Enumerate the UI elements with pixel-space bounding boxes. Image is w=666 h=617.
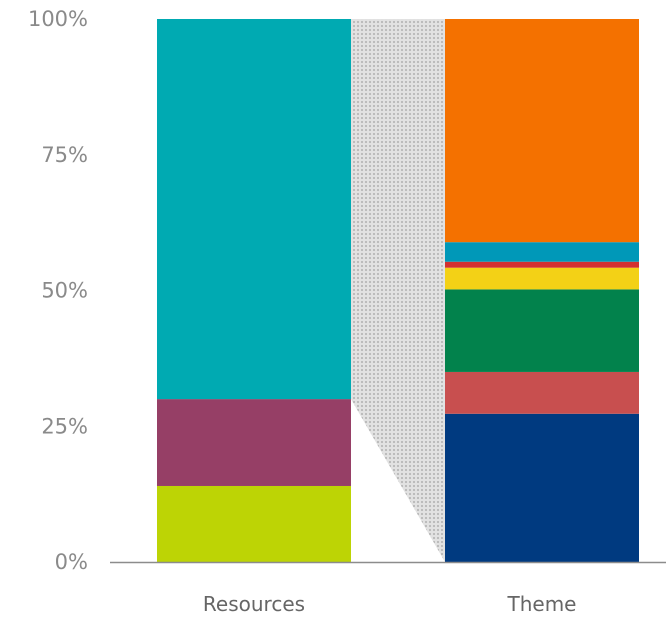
bar-segment-theme-7 (445, 19, 639, 243)
category-label-theme: Theme (507, 592, 577, 616)
y-tick-label: 75% (41, 143, 88, 167)
bar-segment-theme-4 (445, 267, 639, 290)
bar-segment-resources-2 (157, 399, 351, 486)
bar-segment-theme-3 (445, 289, 639, 372)
y-tick-label: 25% (41, 414, 88, 438)
connector-band-shape (351, 19, 445, 562)
bar-segment-resources-3 (157, 19, 351, 400)
bar-segment-theme-6 (445, 242, 639, 262)
bar-segment-theme-1 (445, 413, 639, 562)
bar-stacks (157, 19, 639, 562)
y-tick-label: 0% (55, 550, 88, 574)
category-label-resources: Resources (203, 592, 305, 616)
bar-segment-resources-1 (157, 485, 351, 562)
y-tick-label: 50% (41, 279, 88, 303)
bar-segment-theme-2 (445, 371, 639, 414)
connector-band (351, 19, 445, 562)
x-axis-categories: Resources Theme (203, 592, 577, 616)
y-tick-label: 100% (28, 7, 88, 31)
y-axis-ticks: 0% 25% 50% 75% 100% (28, 7, 88, 574)
bar-segment-theme-5 (445, 261, 639, 268)
